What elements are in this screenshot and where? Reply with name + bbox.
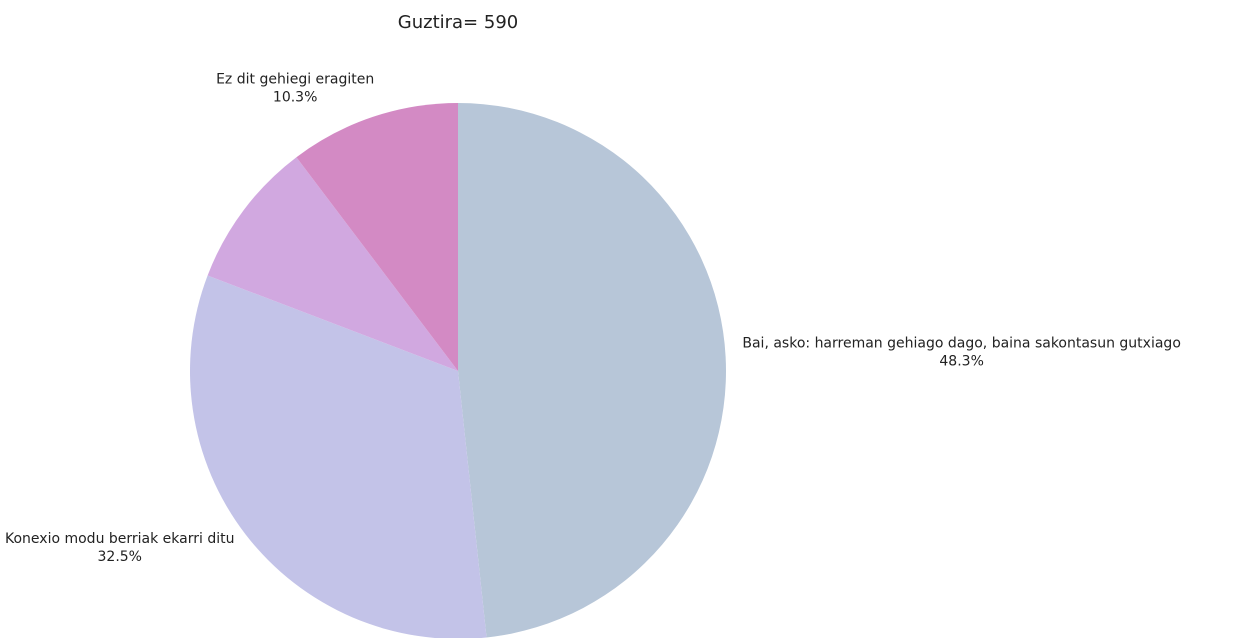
slice-label: Ez dit gehiegi eragiten [216,71,374,87]
pie-slice [207,157,458,371]
pie-slice [458,103,726,638]
slice-label: Bai, asko: harreman gehiago dago, baina … [742,335,1181,351]
chart-title: Guztira= 590 [398,12,518,33]
pie-slice [190,275,487,638]
slice-value-label: 32.5% [98,549,142,565]
slice-value-label: 48.3% [939,353,983,369]
slice-value-label: 10.3% [273,89,317,105]
slice-label: Konexio modu berriak ekarri ditu [5,531,234,547]
pie-slice [296,103,458,371]
